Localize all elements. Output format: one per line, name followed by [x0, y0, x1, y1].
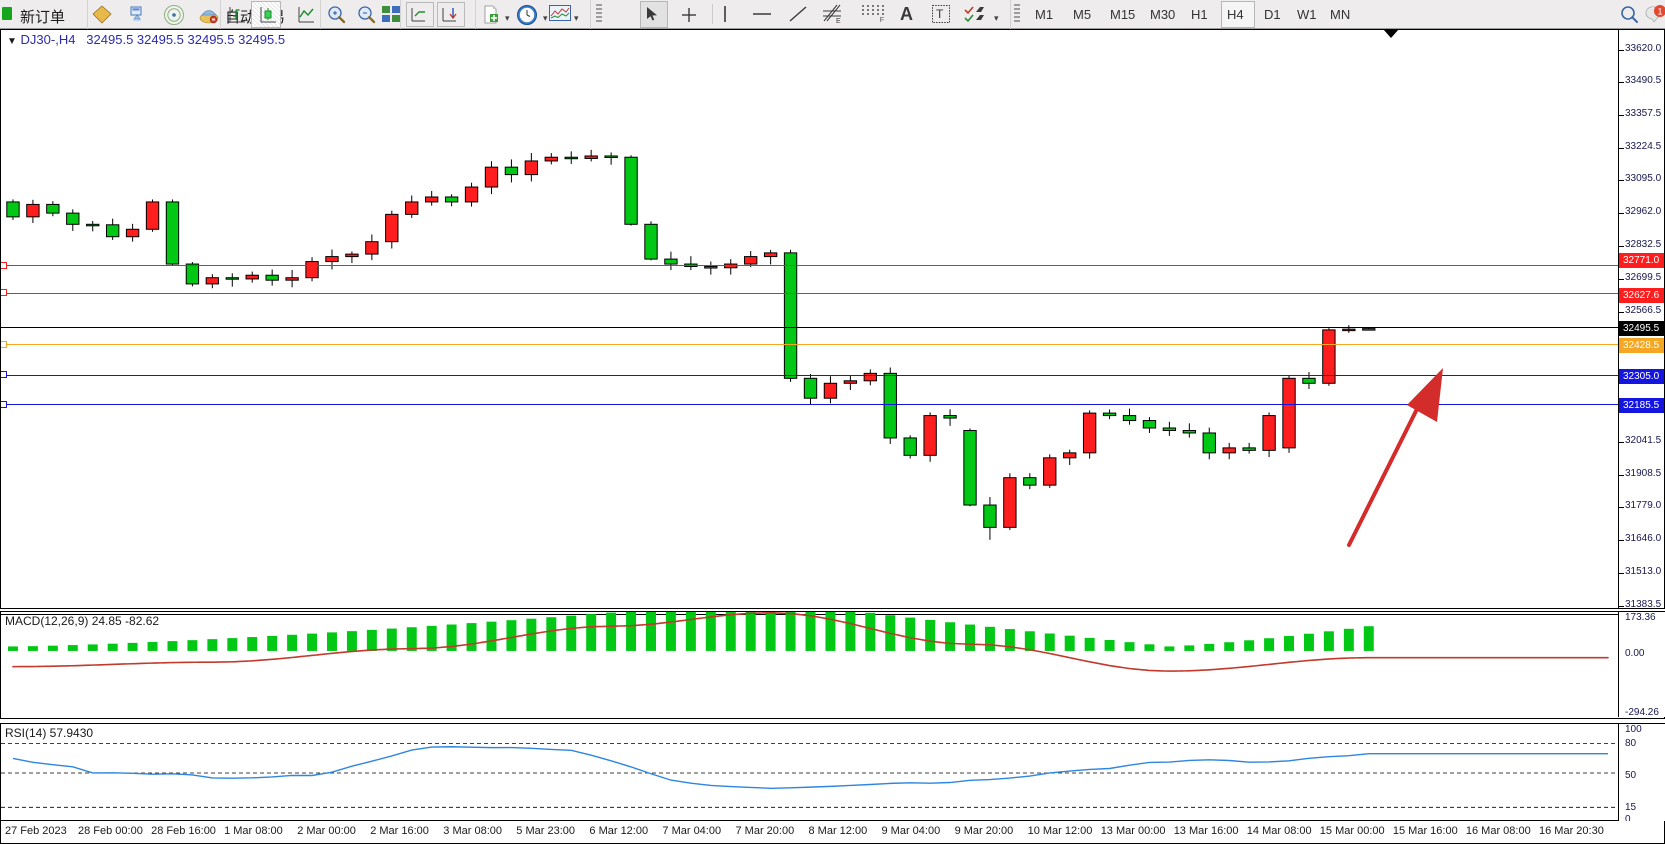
svg-text:T: T [936, 7, 944, 21]
svg-text:E: E [836, 18, 841, 24]
svg-text:1: 1 [1657, 7, 1662, 17]
